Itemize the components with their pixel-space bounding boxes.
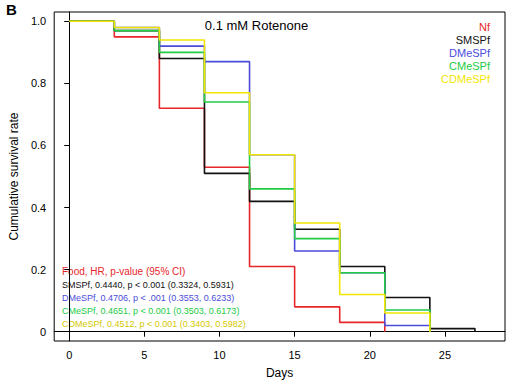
- svg-text:CDMeSPf, 0.4512, p < 0.001 (0.: CDMeSPf, 0.4512, p < 0.001 (0.3403, 0.59…: [62, 319, 246, 329]
- svg-text:DMeSPf: DMeSPf: [449, 47, 491, 59]
- svg-text:5: 5: [141, 349, 147, 361]
- svg-text:Nf: Nf: [479, 21, 491, 33]
- svg-text:SMSPf: SMSPf: [456, 34, 491, 46]
- svg-text:SMSPf, 0.4440, p < 0.001 (0.33: SMSPf, 0.4440, p < 0.001 (0.3324, 0.5931…: [62, 280, 234, 290]
- svg-text:0.2: 0.2: [31, 264, 46, 276]
- svg-text:20: 20: [364, 349, 376, 361]
- svg-text:Food, HR, p-value (95% CI): Food, HR, p-value (95% CI): [62, 266, 185, 277]
- svg-text:CMeSPf, 0.4651, p < 0.001 (0.3: CMeSPf, 0.4651, p < 0.001 (0.3503, 0.617…: [62, 306, 239, 316]
- svg-text:0.8: 0.8: [31, 77, 46, 89]
- svg-text:DMeSPf, 0.4706, p < .001 (0.35: DMeSPf, 0.4706, p < .001 (0.3553, 0.6233…: [62, 293, 234, 303]
- svg-text:0.4: 0.4: [31, 202, 46, 214]
- svg-text:0.6: 0.6: [31, 139, 46, 151]
- svg-text:25: 25: [439, 349, 451, 361]
- svg-text:Days: Days: [266, 366, 293, 380]
- svg-text:10: 10: [213, 349, 225, 361]
- svg-text:1.0: 1.0: [31, 15, 46, 27]
- svg-text:CDMeSPf: CDMeSPf: [441, 73, 491, 85]
- svg-text:0: 0: [40, 326, 46, 338]
- svg-text:Cumulative survival rate: Cumulative survival rate: [7, 112, 21, 240]
- svg-text:0.1 mM Rotenone: 0.1 mM Rotenone: [205, 18, 308, 33]
- svg-text:B: B: [6, 1, 17, 18]
- svg-text:CMeSPf: CMeSPf: [449, 60, 491, 72]
- svg-text:15: 15: [288, 349, 300, 361]
- svg-text:0: 0: [66, 349, 72, 361]
